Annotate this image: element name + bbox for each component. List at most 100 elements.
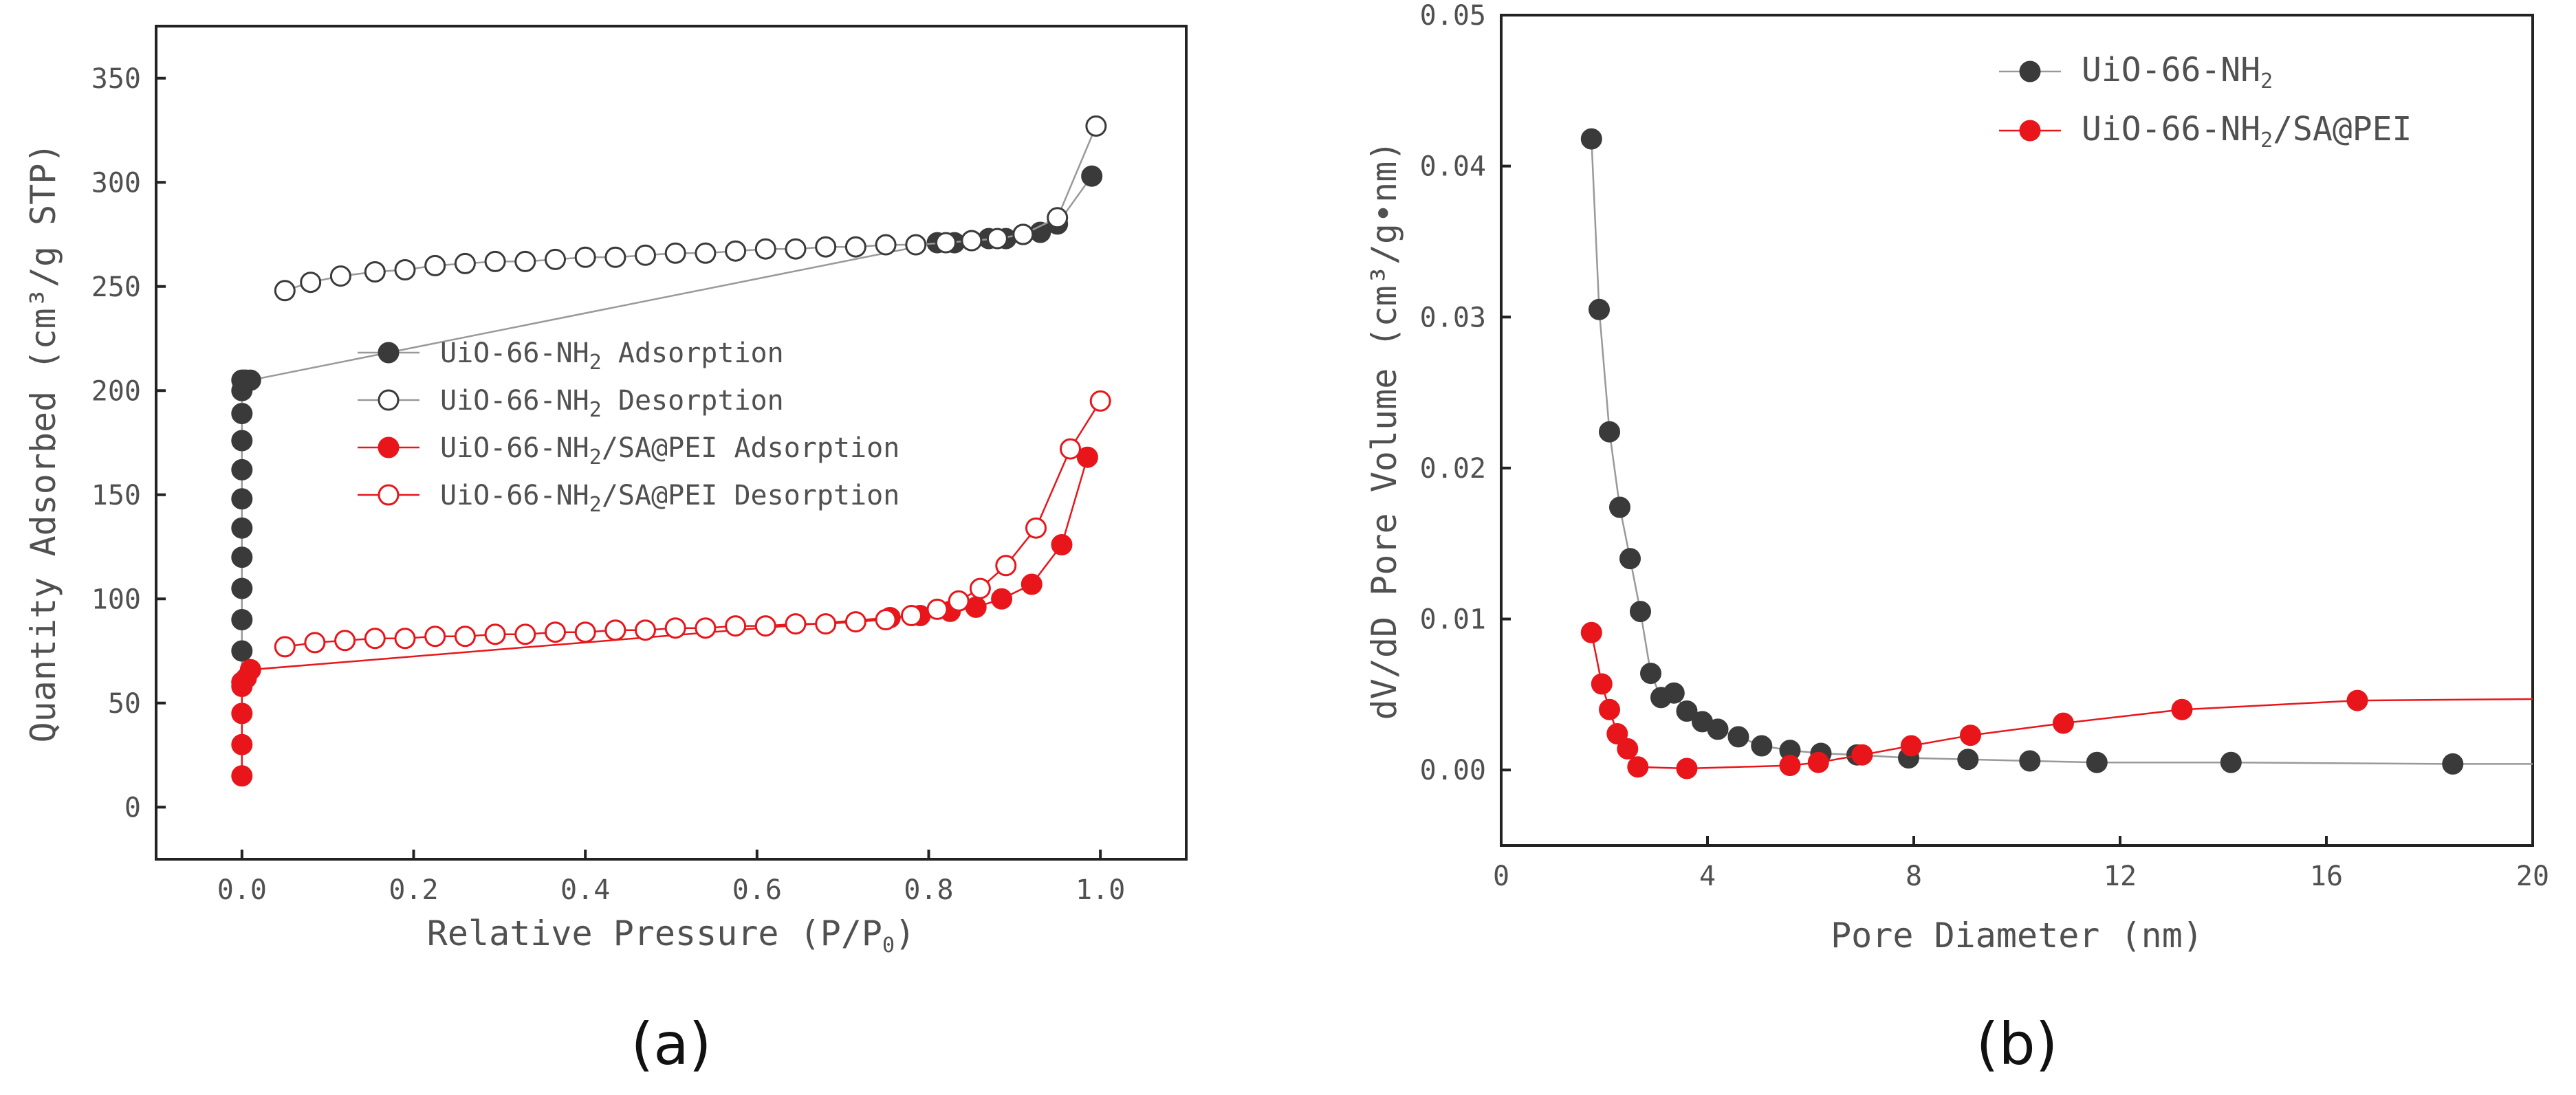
- panel-a: 0.0 0.2 0.4 0.6 0.8 1.0050100150200250300350 …: [23, 25, 1188, 1078]
- panel-a-x-tick-label: 1.0: [1076, 874, 1125, 906]
- panel-b-series-1-point: [1591, 673, 1613, 695]
- panel-a-series-0-point: [231, 430, 253, 452]
- panel-a-series-1-point: [574, 246, 596, 268]
- panel-a-x-axis-title-main: Relative Pressure (P/P: [427, 914, 882, 953]
- panel-a-series-2-point: [231, 733, 253, 755]
- panel-a-series-1-point: [1047, 207, 1069, 229]
- panel-a-series-1-point: [394, 259, 416, 280]
- panel-a-y-tick-label: 150: [91, 480, 141, 511]
- panel-a-x-tick-label: 0.6: [732, 874, 782, 906]
- panel-a-series-1-point: [454, 252, 476, 274]
- panel-a-series-1-point: [695, 242, 717, 264]
- panel-a-x-axis-title-tail: ): [895, 914, 915, 953]
- panel-a-y-tick-label: 50: [108, 688, 141, 720]
- panel-a-series-3-point: [1025, 517, 1047, 539]
- panel-b-legend-entry-1: UiO-66-NH2/SA@PEI: [2082, 110, 2412, 153]
- panel-a-series-2-point: [1051, 534, 1073, 555]
- panel-a-legend-marker: [378, 436, 400, 458]
- panel-b-legend: UiO-66-NH2 UiO-66-NH2/SA@PEI: [1999, 51, 2412, 153]
- panel-b-series-1-point: [1599, 698, 1620, 720]
- panel-a-series-3-point: [364, 628, 386, 650]
- panel-b-series-0-point: [1663, 682, 1685, 704]
- panel-a-x-tick-label: 0.0: [217, 874, 267, 906]
- panel-b-series-1-point: [2171, 698, 2193, 720]
- panel-a-series-3-point: [484, 623, 506, 645]
- panel-b-legend-marker: [2019, 120, 2041, 142]
- panel-a-series-1-point: [424, 254, 446, 276]
- panel-b-series-1-point: [2053, 712, 2074, 734]
- panel-b-x-tick-label: 20: [2516, 861, 2549, 892]
- panel-a-legend-marker: [378, 342, 400, 364]
- panel-a-x-axis-title: Relative Pressure (P/P0): [427, 914, 915, 958]
- panel-a-series-0-point: [231, 546, 253, 568]
- panel-a-y-axis-title: Quantity Adsorbed (cm³/g STP): [23, 143, 63, 743]
- panel-b-y-tick-label: 0.02: [1420, 453, 1486, 485]
- panel-a-series-3-point: [514, 623, 536, 645]
- panel-b-x-tick-label: 16: [2310, 861, 2343, 892]
- panel-a-series-3-point: [695, 617, 717, 639]
- panel-a-series-1-point: [815, 236, 837, 258]
- panel-a-y-tick-label: 100: [91, 584, 141, 615]
- panel-b-series-0-point: [2086, 751, 2108, 773]
- panel-b-series-0-point: [2019, 750, 2041, 772]
- panel-a-series-1-point: [785, 238, 807, 260]
- panel-b-y-tick-label: 0.04: [1420, 151, 1486, 183]
- panel-a-series-0-point: [231, 458, 253, 480]
- panel-a-series-3-point: [1089, 390, 1111, 412]
- panel-a-series-1-point: [844, 236, 866, 258]
- panel-b-series-1-point: [1627, 756, 1649, 778]
- panel-a-ticks: 0.0 0.2 0.4 0.6 0.8 1.0 0 50 100 150 200 250 300 350: [91, 63, 1126, 906]
- panel-b-series-0-point: [2442, 753, 2464, 775]
- panel-b-x-tick-label: 8: [1906, 861, 1922, 892]
- panel-b-legend-marker: [2019, 60, 2041, 82]
- panel-b-series-1-point: [1807, 751, 1829, 773]
- panel-a-y-tick-label: 200: [91, 375, 141, 407]
- panel-a-legend-entry-3: UiO-66-NH2/SA@PEI Desorption: [440, 480, 899, 517]
- panel-a-series-1-point: [329, 265, 351, 287]
- panel-a-x-axis-title-sub: 0: [882, 933, 895, 958]
- panel-b-series-1-point: [1900, 735, 1922, 757]
- panel-b-series-0-point: [1751, 735, 1773, 757]
- panel-b-series-1-point: [1606, 723, 1628, 744]
- panel-b-label: (b): [1976, 1010, 2058, 1078]
- panel-a-series-1-point: [875, 234, 897, 256]
- panel-a-legend-entry-0: UiO-66-NH2 Adsorption: [440, 338, 784, 375]
- panel-b-plot-frame: [1500, 14, 2534, 847]
- panel-b-legend-entry-0: UiO-66-NH2: [2082, 51, 2273, 93]
- panel-a-series-3-point: [948, 590, 970, 612]
- panel-a-series-3-point: [424, 626, 446, 648]
- panel-b-x-tick-label: 4: [1699, 861, 1716, 892]
- panel-b-y-axis-title: dV/dD Pore Volume (cm³/g•nm): [1364, 141, 1404, 720]
- panel-a-series-3-point: [304, 632, 326, 654]
- panel-a-series-3-point: [754, 615, 776, 637]
- panel-b-series-1-point: [2346, 689, 2368, 711]
- panel-b-series-0-point: [1727, 726, 1749, 748]
- panel-a-y-tick-label: 350: [91, 63, 141, 95]
- panel-b-x-axis-title: Pore Diameter (nm): [1831, 916, 2203, 955]
- panel-b-series-0-point: [1619, 548, 1641, 570]
- panel-a-y-tick-label: 300: [91, 167, 141, 199]
- panel-a-series-3-point: [815, 613, 837, 635]
- panel-a-series-1-point: [986, 228, 1008, 250]
- panel-a-series-1-point: [635, 244, 656, 266]
- panel-b-series-line-0: [1591, 139, 2533, 765]
- panel-a-series-0-point: [231, 403, 253, 425]
- panel-a-series-1-point: [300, 272, 322, 294]
- panel-a-series-1-point: [961, 230, 983, 252]
- panel-a-y-tick-label: 250: [91, 272, 141, 303]
- panel-b-series-0-point: [1676, 700, 1698, 722]
- panel-a-series-3-point: [969, 577, 991, 599]
- panel-b-series-0-point: [1599, 421, 1620, 443]
- panel-a-series-3-point: [574, 621, 596, 643]
- panel-a-series-2-point: [231, 765, 253, 787]
- panel-a-series-1-point: [935, 232, 957, 254]
- panel-a-series-3-point: [844, 611, 866, 633]
- panel-b-marks: [1580, 128, 2533, 779]
- panel-b-series-0-point: [1957, 749, 1979, 771]
- panel-b-series-1-point: [1960, 725, 1981, 746]
- panel-a-series-3-point: [875, 609, 897, 630]
- panel-a-plot-frame: [155, 25, 1188, 861]
- panel-a-series-1-point: [1012, 223, 1034, 245]
- panel-a-series-1-point: [484, 250, 506, 272]
